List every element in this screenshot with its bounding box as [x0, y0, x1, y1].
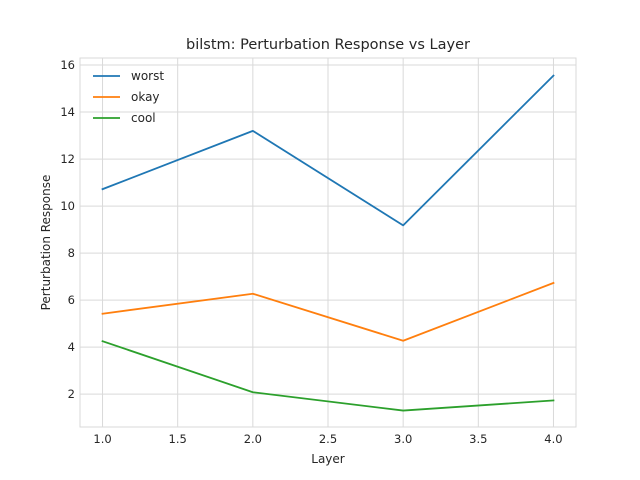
y-tick-labels: 2 4 6 8 10 12 14 16 — [60, 58, 75, 401]
x-tick-label: 1.0 — [93, 432, 111, 446]
x-tick-labels: 1.0 1.5 2.0 2.5 3.0 3.5 4.0 — [93, 432, 562, 446]
plot-frame — [79, 57, 577, 428]
legend-label-worst: worst — [131, 69, 164, 83]
x-tick-label: 4.0 — [544, 432, 562, 446]
legend: worst okay cool — [93, 69, 164, 125]
x-tick-label: 2.5 — [319, 432, 337, 446]
x-tick-label: 2.0 — [244, 432, 262, 446]
y-tick-label: 12 — [60, 152, 75, 166]
y-tick-label: 14 — [60, 105, 75, 119]
y-axis-label: Perturbation Response — [39, 175, 53, 311]
series-line-worst — [101, 74, 555, 227]
y-tick-label: 16 — [60, 58, 75, 72]
series-layer — [101, 74, 555, 412]
x-axis-label: Layer — [311, 452, 345, 466]
x-tick-label: 1.5 — [169, 432, 187, 446]
y-tick-label: 4 — [68, 340, 75, 354]
y-tick-label: 6 — [68, 293, 75, 307]
grid — [80, 58, 576, 427]
series-line-okay — [101, 281, 555, 342]
y-tick-label: 2 — [68, 387, 75, 401]
series-line-cool — [101, 340, 555, 412]
legend-label-cool: cool — [131, 111, 156, 125]
y-tick-label: 10 — [60, 199, 75, 213]
x-tick-label: 3.5 — [469, 432, 487, 446]
x-tick-label: 3.0 — [394, 432, 412, 446]
y-tick-label: 8 — [68, 246, 75, 260]
legend-label-okay: okay — [131, 90, 160, 104]
chart-title: bilstm: Perturbation Response vs Layer — [186, 37, 470, 53]
